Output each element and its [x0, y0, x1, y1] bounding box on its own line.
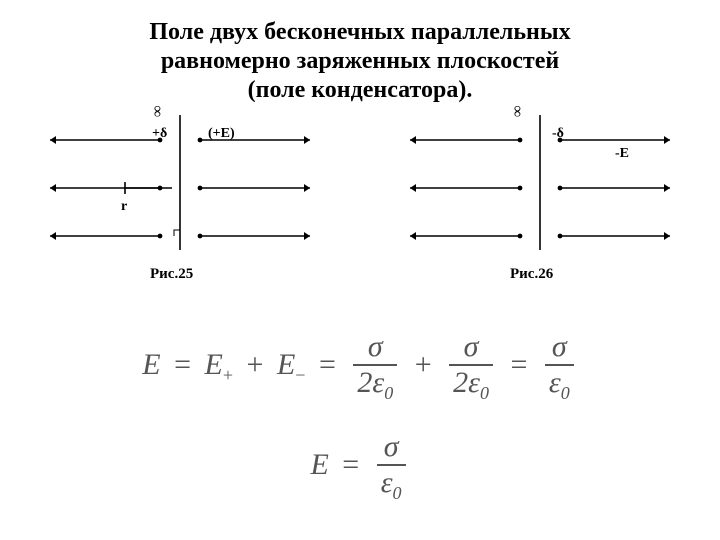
- svg-text:(+E): (+E): [208, 126, 235, 141]
- equation-2-content: E = σ ε0: [310, 430, 409, 504]
- equation-1: E = E+ + E− = σ 2ε0 + σ 2ε0 = σ ε0: [0, 330, 720, 404]
- eq1-equals-2: =: [319, 348, 336, 381]
- title-line-3: (поле конденсатора).: [0, 76, 720, 105]
- eq1-f1-den: 2ε0: [353, 364, 397, 404]
- svg-text:Рис.26: Рис.26: [510, 266, 554, 282]
- eq1-plus-1: +: [247, 348, 264, 381]
- eq1-f2-den: 2ε0: [449, 364, 493, 404]
- svg-text:Рис.25: Рис.25: [150, 266, 193, 282]
- page: Поле двух бесконечных параллельных равно…: [0, 0, 720, 540]
- eq1-Eplus: E: [205, 348, 223, 381]
- eq2-frac: σ ε0: [377, 430, 406, 504]
- eq1-sub-minus: −: [295, 365, 305, 385]
- eq2-equals: =: [342, 448, 359, 481]
- diagrams-area: ∞+δ(+E)Рис.25∞-δ-EРис.26r: [40, 110, 680, 300]
- eq1-f3-num: σ: [545, 330, 574, 364]
- eq1-frac-1: σ 2ε0: [353, 330, 397, 404]
- eq1-f2-num: σ: [449, 330, 493, 364]
- title-line-2: равномерно заряженных плоскостей: [0, 47, 720, 76]
- svg-text:r: r: [121, 199, 127, 214]
- eq1-equals-1: =: [174, 348, 191, 381]
- title-line-1: Поле двух бесконечных параллельных: [0, 18, 720, 47]
- eq1-Eminus: E: [277, 348, 295, 381]
- svg-text:∞: ∞: [509, 106, 526, 117]
- diagrams-svg: ∞+δ(+E)Рис.25∞-δ-EРис.26r: [40, 110, 680, 310]
- eq1-f3-den: ε0: [545, 364, 574, 404]
- eq1-sub-plus: +: [223, 365, 233, 385]
- eq1-equals-3: =: [510, 348, 527, 381]
- eq2-E: E: [310, 448, 328, 481]
- page-title: Поле двух бесконечных параллельных равно…: [0, 18, 720, 104]
- equation-1-content: E = E+ + E− = σ 2ε0 + σ 2ε0 = σ ε0: [142, 330, 577, 404]
- eq1-E: E: [142, 348, 160, 381]
- eq1-f1-num: σ: [353, 330, 397, 364]
- eq1-frac-2: σ 2ε0: [449, 330, 493, 404]
- svg-text:∞: ∞: [149, 106, 166, 117]
- equation-2: E = σ ε0: [0, 430, 720, 504]
- eq2-num: σ: [377, 430, 406, 464]
- eq1-frac-3: σ ε0: [545, 330, 574, 404]
- eq1-plus-2: +: [415, 348, 432, 381]
- svg-text:-E: -E: [615, 146, 629, 161]
- eq2-den: ε0: [377, 464, 406, 504]
